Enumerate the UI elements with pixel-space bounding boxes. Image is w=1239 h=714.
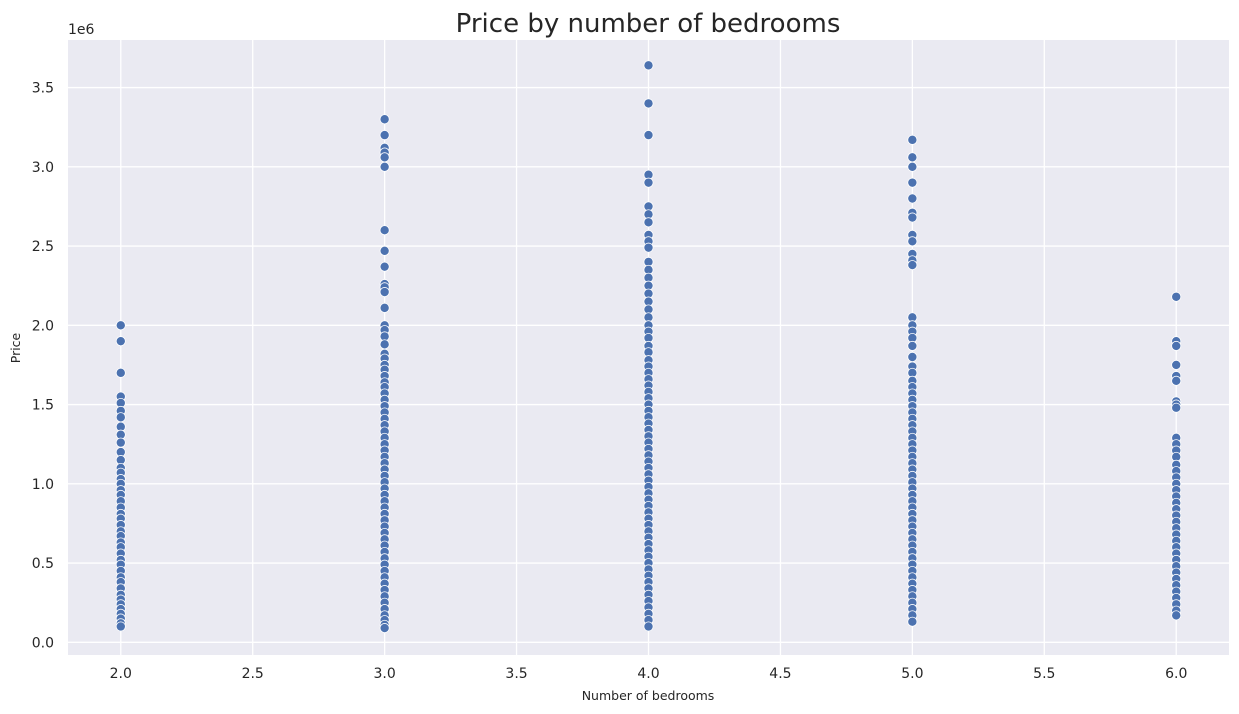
data-point [907, 177, 918, 188]
data-point [115, 412, 126, 423]
data-point [907, 193, 918, 204]
data-point [643, 130, 654, 141]
data-point [907, 161, 918, 172]
data-point [379, 339, 390, 350]
data-point [379, 114, 390, 125]
data-point [643, 98, 654, 109]
data-point [115, 320, 126, 331]
y-tick-label: 1.5 [32, 398, 54, 414]
data-point [907, 134, 918, 145]
data-point [907, 352, 918, 363]
data-point [643, 217, 654, 228]
y-tick-label: 2.0 [32, 318, 54, 334]
y-tick-label: 0.0 [32, 635, 54, 651]
data-point [907, 260, 918, 271]
data-point [1171, 359, 1182, 370]
x-tick-label: 5.0 [901, 666, 923, 682]
y-tick-label: 3.5 [32, 81, 54, 97]
data-point [1171, 610, 1182, 621]
x-tick-label: 6.0 [1165, 666, 1187, 682]
data-point [379, 161, 390, 172]
data-point [1171, 291, 1182, 302]
data-point [907, 212, 918, 223]
data-point [115, 437, 126, 448]
x-tick-label: 3.5 [505, 666, 527, 682]
data-point [907, 616, 918, 627]
x-tick-label: 5.5 [1033, 666, 1055, 682]
data-point [1171, 402, 1182, 413]
data-point [907, 340, 918, 351]
y-tick-label: 2.5 [32, 239, 54, 255]
data-point [379, 225, 390, 236]
data-point [1171, 375, 1182, 386]
data-point [907, 236, 918, 247]
x-tick-label: 4.0 [637, 666, 659, 682]
y-tick-labels: 0.0 0.5 1.0 1.5 2.0 2.5 3.0 3.5 [32, 81, 54, 652]
data-point [379, 152, 390, 163]
x-tick-labels: 2.0 2.5 3.0 3.5 4.0 4.5 5.0 5.5 6.0 [110, 666, 1188, 682]
data-point [115, 621, 126, 632]
y-axis-label: Price [8, 332, 23, 363]
data-point [379, 623, 390, 634]
chart-title: Price by number of bedrooms [456, 9, 841, 39]
x-tick-label: 2.0 [110, 666, 132, 682]
data-point [907, 152, 918, 163]
data-point [379, 245, 390, 256]
y-tick-label: 3.0 [32, 160, 54, 176]
data-point [643, 242, 654, 253]
data-point [643, 60, 654, 71]
y-tick-label: 0.5 [32, 556, 54, 572]
y-offset-label: 1e6 [68, 22, 95, 38]
data-point [379, 130, 390, 141]
data-point [379, 261, 390, 272]
y-tick-label: 1.0 [32, 477, 54, 493]
data-point [643, 621, 654, 632]
x-tick-label: 2.5 [242, 666, 264, 682]
x-axis-label: Number of bedrooms [582, 688, 715, 703]
data-point [115, 367, 126, 378]
data-points [115, 60, 1182, 634]
x-tick-label: 4.5 [769, 666, 791, 682]
data-point [379, 287, 390, 298]
data-point [1171, 340, 1182, 351]
x-tick-label: 3.0 [374, 666, 396, 682]
data-point [115, 336, 126, 347]
data-point [379, 302, 390, 313]
data-point [643, 177, 654, 188]
